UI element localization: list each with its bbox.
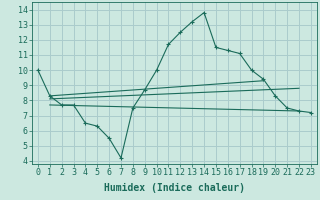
X-axis label: Humidex (Indice chaleur): Humidex (Indice chaleur): [104, 183, 245, 193]
